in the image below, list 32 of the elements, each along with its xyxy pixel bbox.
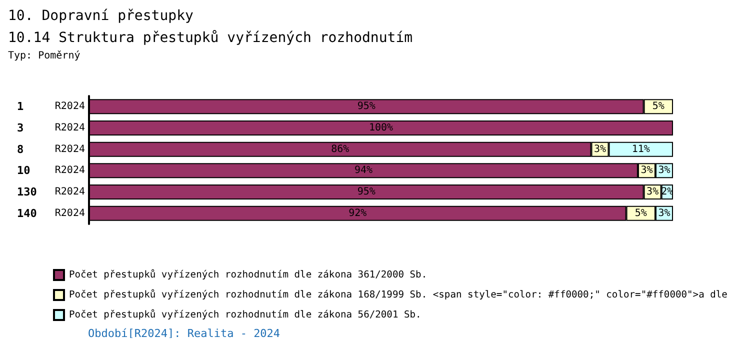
y-tick-label: 1 (17, 100, 24, 114)
data-label: 95% (357, 186, 376, 198)
data-label: 3% (646, 186, 659, 198)
data-label: 5% (652, 101, 664, 112)
data-label: 100% (368, 122, 394, 134)
text: R2024 (54, 101, 85, 112)
data-label: 95% (357, 101, 376, 112)
y-tick-label: 10 (17, 164, 30, 178)
data-label: 11% (632, 144, 650, 155)
y-tick-label: 130 (17, 186, 37, 198)
text: Typ: Poměrný (8, 50, 80, 62)
text: R2024 (54, 186, 85, 198)
text: R2024 (54, 165, 85, 176)
text: R2024 (54, 122, 85, 134)
legend-label: Počet přestupků vyřízených rozhodnutím dle zákona 168/1999 Sb. <span style="color: #ff0000;" color="#ff0000">a dle (69, 288, 728, 300)
data-label: 5% (634, 208, 647, 219)
chart-title: 10. Dopravní přestupky (8, 8, 194, 24)
data-label: 92% (348, 208, 367, 219)
chart-subtitle: 10.14 Struktura přestupků vyřízených rozhodnutím (8, 30, 413, 46)
data-label: 94% (354, 165, 373, 176)
data-label: 3% (658, 165, 670, 176)
data-label: 3% (658, 208, 670, 219)
y-tick-label: 8 (17, 142, 24, 156)
y-tick-label: 140 (17, 206, 37, 220)
data-label: 3% (594, 144, 606, 155)
legend-label: Počet přestupků vyřízených rozhodnutím dle zákona 361/2000 Sb. (69, 268, 428, 280)
text: R2024 (54, 208, 85, 219)
text: R2024 (54, 144, 85, 155)
legend-label: Počet přestupků vyřízených rozhodnutím dle zákona 56/2001 Sb. (69, 308, 422, 320)
data-label: 3% (640, 165, 653, 176)
y-tick-label: 3 (17, 122, 24, 134)
data-label: 86% (331, 144, 350, 155)
